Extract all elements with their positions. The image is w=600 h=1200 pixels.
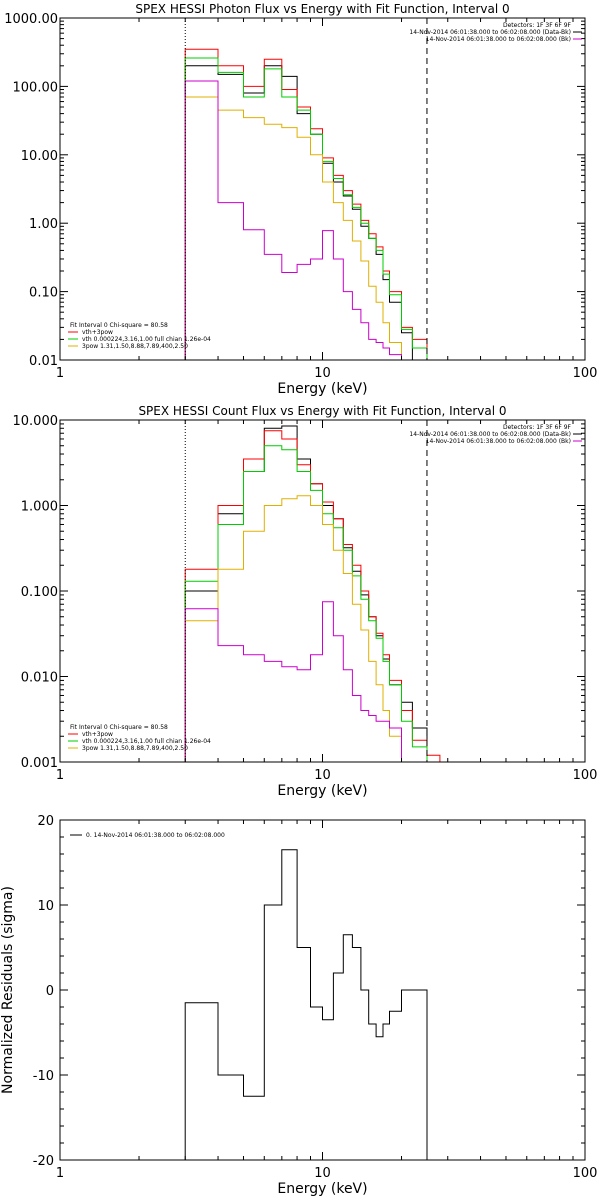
legend-header-text: Detectors: 1F 3F 6F 9F — [503, 424, 572, 431]
series-line-2 — [184, 57, 428, 360]
x-axis-label: Energy (keV) — [277, 1181, 367, 1197]
series-line-0 — [184, 65, 413, 360]
y-tick-label: 0.010 — [21, 671, 58, 686]
chart-title: SPEX HESSI Photon Flux vs Energy with Fi… — [135, 2, 509, 16]
y-tick-label: 0.001 — [21, 756, 58, 771]
y-tick-label: 1.000 — [21, 500, 58, 515]
y-tick-label: 0.100 — [21, 585, 58, 600]
x-tick-label: 10 — [314, 366, 331, 381]
x-tick-label: 100 — [573, 1166, 598, 1181]
y-tick-label: 10.00 — [21, 149, 58, 164]
y-tick-label: -20 — [33, 1154, 54, 1169]
chart-title: SPEX HESSI Count Flux vs Energy with Fit… — [138, 404, 506, 418]
y-tick-label: 0.01 — [29, 354, 58, 369]
x-tick-label: 10 — [314, 1166, 331, 1181]
y-axis-label: Normalized Residuals (sigma) — [0, 886, 16, 1094]
y-tick-label: -10 — [33, 1069, 54, 1084]
x-tick-label: 1 — [56, 366, 64, 381]
series-line-0 — [184, 849, 428, 1160]
y-tick-label: 10.000 — [13, 414, 59, 429]
y-tick-label: 20 — [37, 814, 54, 829]
x-tick-label: 100 — [573, 768, 598, 783]
chart-panel-2: 1 10 100 Energy (keV) -20 -10 0 10 20 Normalized … — [0, 814, 597, 1197]
plot-frame — [59, 819, 586, 1161]
series-line-4 — [184, 601, 402, 762]
x-tick-label: 10 — [314, 768, 331, 783]
series-line-0 — [184, 425, 428, 762]
y-tick-label: 1.00 — [29, 217, 58, 232]
series-line-1 — [184, 48, 428, 360]
chart-panel-1: SPEX HESSI Count Flux vs Energy with Fit… — [13, 404, 598, 799]
series-line-3 — [184, 96, 413, 360]
legend-header-text: 14-Nov-2014 06:01:38.000 to 06:02:08.000… — [409, 29, 571, 36]
chart-panel-0: SPEX HESSI Photon Flux vs Energy with Fi… — [4, 2, 597, 397]
legend-fit-text: Fit Interval 0 Chi-square = 80.58 — [70, 322, 168, 329]
legend-header-text: 14-Nov-2014 06:01:38.000 to 06:02:08.000… — [426, 438, 571, 445]
series-line-2 — [184, 445, 440, 762]
plot-frame — [59, 17, 586, 361]
legend-fit-text: 3pow 1.31,1.50,8.88,7.89,400,2.50 — [82, 745, 188, 752]
legend-fit-text: vth+3pow — [82, 731, 113, 738]
series-line-3 — [184, 495, 413, 762]
legend-fit-text: Fit Interval 0 Chi-square = 80.58 — [70, 724, 168, 731]
series-group — [184, 425, 441, 762]
series-group — [184, 849, 428, 1160]
x-axis-label: Energy (keV) — [277, 381, 367, 397]
y-tick-label: 1000.00 — [4, 12, 58, 27]
plot-frame — [59, 419, 586, 763]
legend-header-text: Detectors: 1F 3F 6F 9F — [503, 22, 572, 29]
legend-fit-text: vth+3pow — [82, 329, 113, 336]
legend-text: 0. 14-Nov-2014 06:01:38.000 to 06:02:08.… — [86, 832, 225, 839]
y-tick-label: 0.10 — [29, 286, 58, 301]
series-group — [184, 48, 428, 360]
legend-fit-text: 3pow 1.31,1.50,8.88,7.89,400,2.50 — [82, 343, 188, 350]
legend-header-text: 14-Nov-2014 06:01:38.000 to 06:02:08.000… — [409, 431, 571, 438]
x-axis-label: Energy (keV) — [277, 783, 367, 799]
series-line-4 — [184, 80, 402, 360]
y-tick-label: 0 — [46, 984, 54, 999]
x-tick-label: 1 — [56, 768, 64, 783]
legend-fit-text: vth 0.000224,3.16,1.00 full chian 1.26e-… — [82, 336, 211, 343]
y-tick-label: 10 — [37, 899, 54, 914]
x-tick-label: 1 — [56, 1166, 64, 1181]
y-tick-label: 100.00 — [13, 80, 59, 95]
x-tick-label: 100 — [573, 366, 598, 381]
legend-fit-text: vth 0.000224,3.16,1.00 full chian 1.26e-… — [82, 738, 211, 745]
legend-header-text: 14-Nov-2014 06:01:38.000 to 06:02:08.000… — [426, 36, 571, 43]
